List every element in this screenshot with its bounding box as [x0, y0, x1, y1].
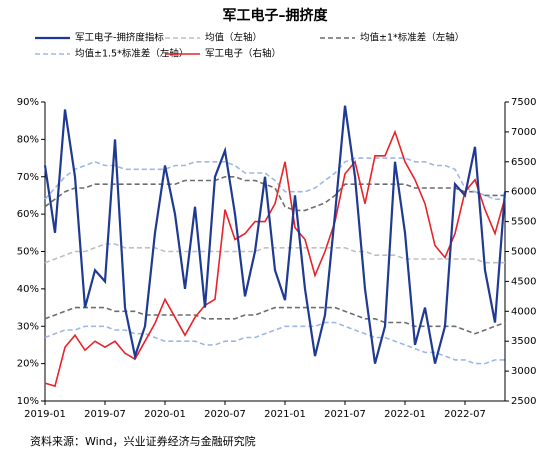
y-tick-label: 90% [17, 97, 39, 108]
y-tick-label: 40% [17, 284, 39, 295]
y-tick-label: 20% [17, 359, 39, 370]
y2-tick-label: 6000 [511, 187, 536, 198]
legend-label: 军工电子-拥挤度指标 [75, 32, 164, 44]
y2-tick-label: 3500 [511, 336, 536, 347]
x-tick-label: 2019-07 [84, 409, 126, 420]
y-tick-label: 70% [17, 172, 39, 183]
chart-title: 军工电子–拥挤度 [223, 7, 329, 24]
y2-tick-label: 3000 [511, 366, 536, 377]
y2-tick-label: 4500 [511, 276, 536, 287]
x-tick-label: 2020-01 [144, 409, 186, 420]
series-line [44, 157, 505, 200]
y2-tick-label: 6500 [511, 157, 536, 168]
y-tick-label: 10% [17, 396, 39, 407]
x-tick-label: 2022-01 [384, 409, 426, 420]
series-line [44, 129, 506, 388]
x-tick-label: 2021-07 [324, 409, 366, 420]
legend-label: 均值±1*标准差（左轴） [360, 32, 464, 44]
y2-tick-label: 5500 [511, 217, 536, 228]
x-tick-label: 2021-01 [264, 409, 306, 420]
y-tick-label: 80% [17, 134, 39, 145]
legend-label: 均值±1.5*标准差（左轴） [75, 48, 188, 60]
legend-label: 军工电子（右轴） [205, 48, 281, 60]
series-line [44, 306, 506, 335]
y2-tick-label: 2500 [511, 396, 536, 407]
y-tick-label: 30% [17, 321, 39, 332]
y2-tick-label: 5000 [511, 247, 536, 258]
y2-tick-label: 7000 [511, 127, 536, 138]
x-tick-label: 2020-07 [204, 409, 246, 420]
y-tick-label: 60% [17, 209, 39, 220]
legend-label: 均值（左轴） [205, 32, 262, 44]
y2-tick-label: 7500 [511, 97, 536, 108]
source: 资料来源：Wind，兴业证券经济与金融研究院 [30, 434, 256, 448]
x-tick-label: 2019-01 [24, 409, 66, 420]
y-tick-label: 50% [17, 247, 39, 258]
series-line [44, 176, 505, 212]
y2-tick-label: 4000 [511, 306, 536, 317]
x-tick-label: 2022-07 [444, 409, 486, 420]
series-line [43, 105, 507, 364]
